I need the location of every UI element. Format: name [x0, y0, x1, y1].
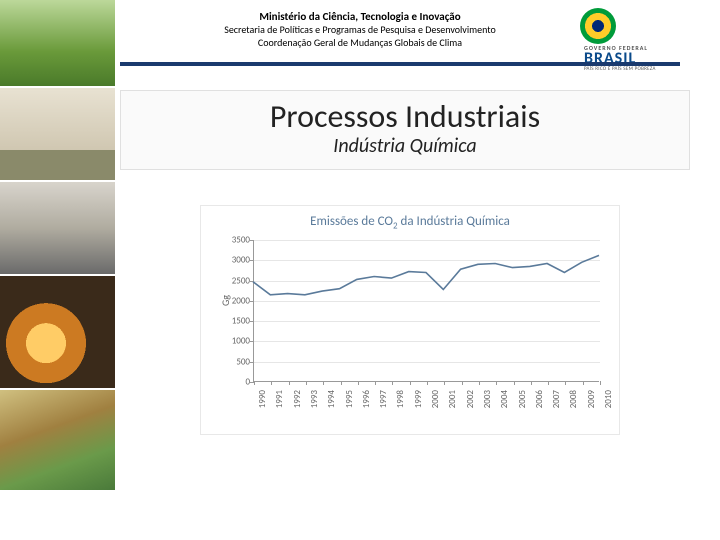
xtick-label: 2000 [430, 390, 441, 408]
slide-title-block: Processos Industriais Indústria Química [120, 90, 690, 170]
thumb-steel-foundry [0, 276, 115, 388]
xtick-label: 2007 [551, 390, 562, 408]
thumb-cattle [0, 88, 115, 180]
emissions-chart: Emissões de CO2 da Indústria Química Gg … [200, 205, 620, 435]
xtick-label: 2008 [568, 390, 579, 408]
ytick-label: 2000 [216, 295, 250, 306]
brazil-flag-icon [580, 8, 616, 44]
chart-line-svg [253, 240, 599, 382]
left-image-sidebar [0, 0, 115, 540]
chart-title: Emissões de CO2 da Indústria Química [201, 206, 619, 234]
xtick-label: 2005 [517, 390, 528, 408]
brazil-government-logo: GOVERNO FEDERAL BRASIL PAÍS RICO É PAÍS … [580, 8, 690, 52]
xtick-label: 2002 [465, 390, 476, 408]
thumb-aerial-field [0, 0, 115, 86]
chart-title-suffix: da Indústria Química [398, 214, 510, 229]
thumb-landfill [0, 390, 115, 490]
xtick-label: 1993 [309, 390, 320, 408]
xtick-label: 2006 [534, 390, 545, 408]
xtick-label: 1997 [378, 390, 389, 408]
ytick-label: 3000 [216, 255, 250, 266]
ytick-label: 1500 [216, 316, 250, 327]
slide-title: Processos Industriais [121, 97, 689, 136]
xtick-label: 1994 [326, 390, 337, 408]
ytick-label: 2500 [216, 275, 250, 286]
xtick-label: 1991 [274, 390, 285, 408]
logo-tagline: PAÍS RICO É PAÍS SEM POBREZA [584, 66, 656, 72]
ministry-line3: Coordenação Geral de Mudanças Globais de… [160, 36, 560, 49]
xtick-label: 1999 [413, 390, 424, 408]
ytick-label: 500 [216, 356, 250, 367]
xtick-label: 1992 [292, 390, 303, 408]
thumb-traffic [0, 182, 115, 274]
xtick-label: 2001 [447, 390, 458, 408]
xtick-label: 2003 [482, 390, 493, 408]
ytick-label: 0 [216, 377, 250, 388]
xtick-label: 2009 [586, 390, 597, 408]
emissions-line [253, 255, 599, 294]
header-divider [120, 62, 680, 66]
xtick-label: 2004 [499, 390, 510, 408]
xtick-label: 1996 [361, 390, 372, 408]
xtick-label: 2010 [603, 390, 614, 408]
slide-subtitle: Indústria Química [121, 134, 689, 158]
chart-plot-area: 0500100015002000250030003500199019911992… [253, 240, 599, 382]
xtick-label: 1998 [395, 390, 406, 408]
ministry-text: Ministério da Ciência, Tecnologia e Inov… [160, 10, 560, 49]
chart-title-prefix: Emissões de CO [310, 214, 393, 229]
ytick-label: 1000 [216, 336, 250, 347]
xtick-label: 1990 [257, 390, 268, 408]
xtick-label: 1995 [344, 390, 355, 408]
ministry-line2: Secretaria de Políticas e Programas de P… [160, 23, 560, 36]
ytick-label: 3500 [216, 235, 250, 246]
ministry-line1: Ministério da Ciência, Tecnologia e Inov… [160, 10, 560, 23]
